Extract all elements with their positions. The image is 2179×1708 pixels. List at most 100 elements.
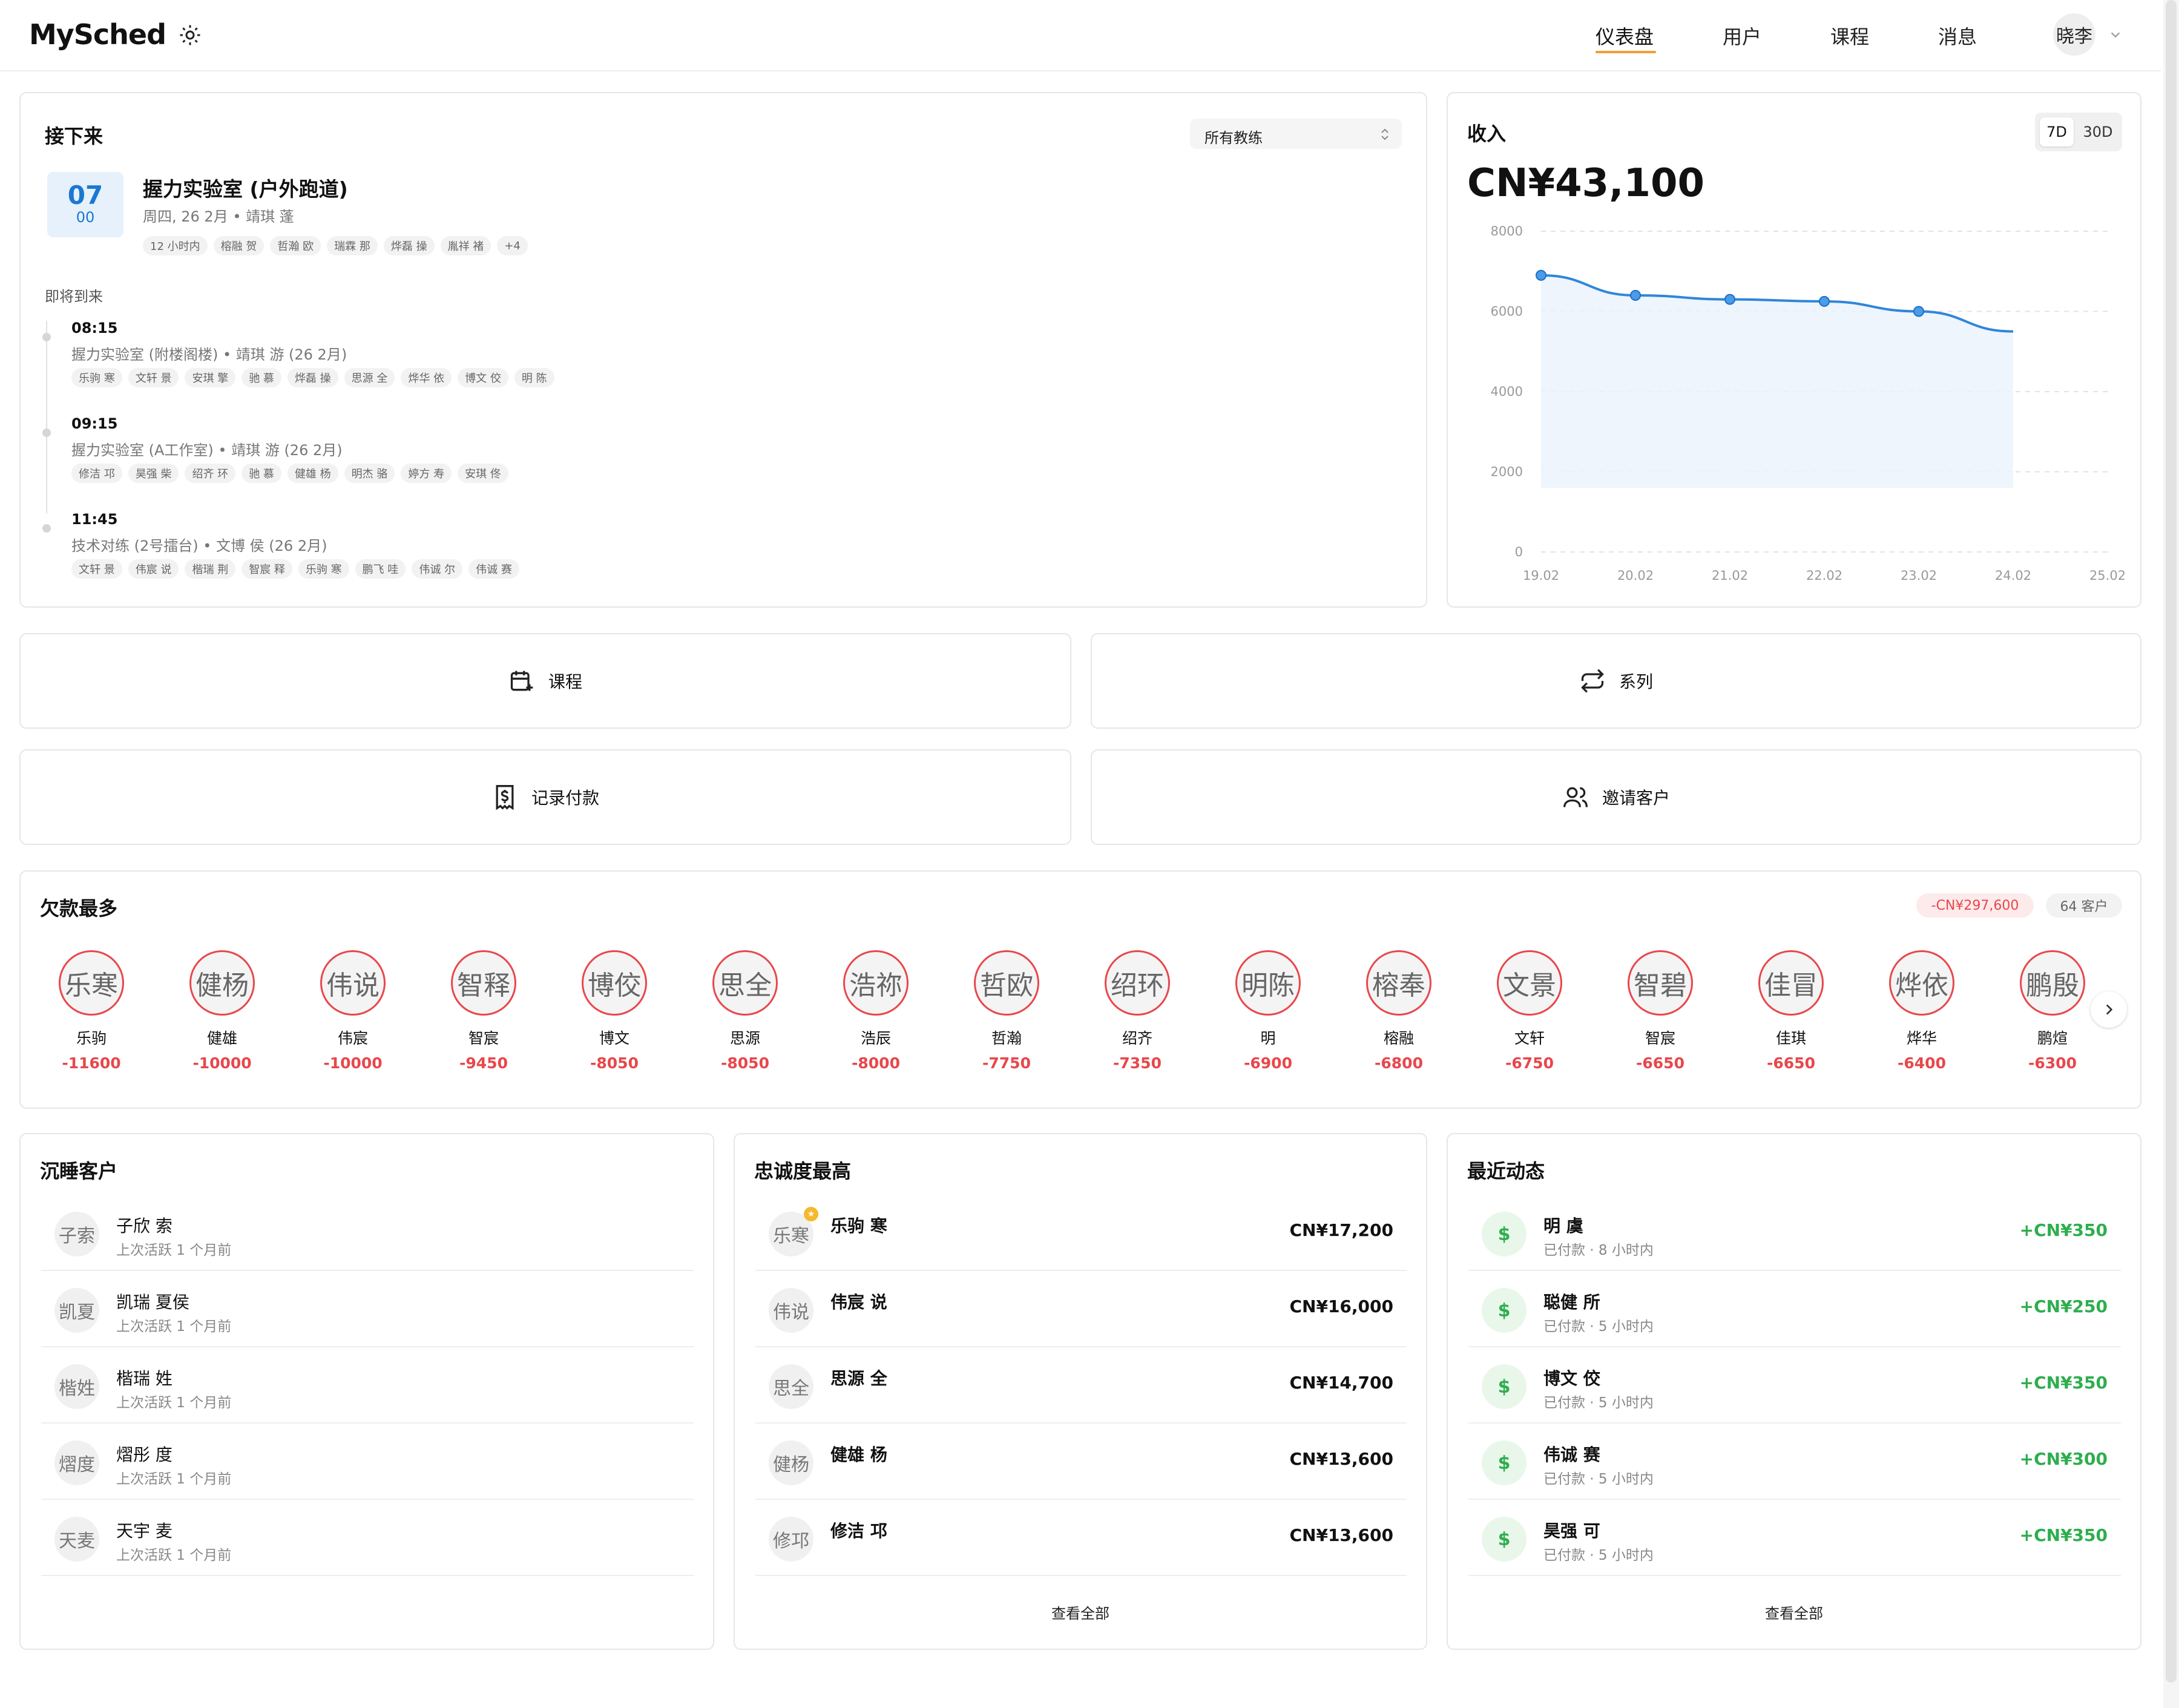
session-description[interactable]: 握力实验室 (附楼阁楼) • 靖琪 游 (26 2月) [71, 346, 347, 363]
record-payment-button[interactable]: 记录付款 [19, 749, 1071, 845]
debtor-item[interactable]: 思全 思源 -8050 [700, 950, 790, 1072]
chevron-down-icon[interactable] [2109, 28, 2122, 41]
client-avatar: 子索 [54, 1212, 99, 1256]
soon-label: 即将到来 [45, 288, 103, 305]
time-chip: 12 小时内 [143, 236, 208, 255]
activity-row[interactable]: $ 昊强 可已付款 · 5 小时内 +CN¥350 [1468, 1500, 2121, 1576]
debtor-item[interactable]: 明陈明 -6900 [1223, 950, 1313, 1072]
loyal-row[interactable]: 修邛 修洁 邛 CN¥13,600 [755, 1500, 1407, 1576]
timeline-line [46, 321, 47, 513]
activity-title: 最近动态 [1467, 1160, 1545, 1183]
dormant-title: 沉睡客户 [40, 1160, 118, 1183]
x-tick-label: 22.02 [1806, 568, 1842, 583]
debtor-item[interactable]: 健杨 健雄 -10000 [177, 950, 268, 1072]
range-7d-button[interactable]: 7D [2040, 117, 2074, 146]
debtor-name: 文轩 [1514, 1030, 1545, 1047]
invite-client-button[interactable]: 邀请客户 [1091, 749, 2141, 845]
client-avatar: 天麦 [54, 1517, 99, 1562]
session-description[interactable]: 握力实验室 (A工作室) • 靖琪 游 (26 2月) [71, 442, 343, 459]
debtor-name: 佳琪 [1775, 1030, 1806, 1047]
debtor-item[interactable]: 浩祢 浩辰 -8000 [830, 950, 921, 1072]
participant-chip: 乐驹 寒 [71, 368, 122, 387]
debtor-item[interactable]: 伟说 伟宸 -10000 [307, 950, 398, 1072]
activity-row[interactable]: $ 聪健 所已付款 · 5 小时内 +CN¥250 [1468, 1271, 2121, 1347]
client-name: 聪健 所 [1543, 1292, 1600, 1312]
debtor-item[interactable]: 佳冒 佳琪 -6650 [1746, 950, 1836, 1072]
user-avatar[interactable]: 晓李 [2053, 13, 2095, 56]
timeline-dot [42, 524, 51, 533]
activity-row[interactable]: $ 伟诚 赛已付款 · 5 小时内 +CN¥300 [1468, 1424, 2121, 1500]
debtor-avatar: 鹏殷 [2020, 950, 2085, 1016]
nav-users[interactable]: 用户 [1723, 25, 1762, 48]
more-participants-chip[interactable]: +4 [497, 236, 528, 255]
recent-activity-card [1447, 1133, 2141, 1650]
row-subtitle: 已付款 · 5 小时内 [1543, 1395, 1654, 1411]
debtor-amount: -6750 [1505, 1054, 1554, 1072]
nav-messages[interactable]: 消息 [1938, 25, 1977, 48]
debtor-item[interactable]: 博佼 博文 -8050 [569, 950, 660, 1072]
client-avatar: 楷姓 [54, 1364, 99, 1409]
debtor-item[interactable]: 乐寒 乐驹 -11600 [46, 950, 137, 1072]
debtor-item[interactable]: 绍环 绍齐 -7350 [1092, 950, 1183, 1072]
coach-filter-select[interactable]: 所有教练 [1190, 119, 1402, 149]
coach-filter-value: 所有教练 [1205, 130, 1263, 146]
participant-chip: 鹏飞 哇 [355, 559, 406, 579]
participant-chip: 健雄 杨 [287, 464, 338, 483]
debtor-item[interactable]: 榕奉 榕融 -6800 [1353, 950, 1444, 1072]
new-series-button[interactable]: 系列 [1091, 633, 2141, 729]
participant-chip: 烨华 依 [401, 368, 452, 387]
debtor-avatar: 浩祢 [843, 950, 909, 1016]
client-name: 凯瑞 夏侯 [116, 1292, 189, 1312]
loyal-row[interactable]: 健杨 健雄 杨 CN¥13,600 [755, 1424, 1407, 1500]
activity-row[interactable]: $ 博文 佼已付款 · 5 小时内 +CN¥350 [1468, 1347, 2121, 1424]
dormant-row[interactable]: 楷姓 楷瑞 姓上次活跃 1 个月前 [41, 1347, 694, 1424]
debtor-amount: -11600 [62, 1054, 121, 1072]
x-tick-label: 19.02 [1523, 568, 1559, 583]
nav-dashboard[interactable]: 仪表盘 [1596, 25, 1654, 48]
page-scrollbar-thumb[interactable] [2166, 0, 2177, 1683]
dormant-row[interactable]: 凯夏 凯瑞 夏侯 上次活跃 1 个月前 [41, 1271, 694, 1347]
debtor-name: 思源 [729, 1030, 760, 1047]
dormant-row[interactable]: 天麦 天宇 麦上次活跃 1 个月前 [41, 1500, 694, 1576]
client-name: 伟宸 说 [830, 1292, 887, 1312]
x-tick-label: 24.02 [1995, 568, 2031, 583]
loyal-row[interactable]: 伟说 伟宸 说 CN¥16,000 [755, 1271, 1407, 1347]
nav-active-indicator [1596, 51, 1656, 53]
new-course-button[interactable]: 课程 [19, 633, 1071, 729]
app-logo[interactable]: MySched [29, 18, 166, 51]
participant-chip: 安琪 擎 [185, 368, 236, 387]
activity-row[interactable]: $ 明 虞已付款 · 8 小时内 +CN¥350 [1468, 1195, 2121, 1271]
range-30d-button[interactable]: 30D [2083, 123, 2113, 140]
debtors-scroll-right-button[interactable] [2091, 991, 2127, 1028]
debtor-item[interactable]: 文景 文轩 -6750 [1484, 950, 1575, 1072]
debts-clients-badge: 64 客户 [2046, 893, 2122, 918]
theme-toggle-icon[interactable] [179, 24, 201, 46]
data-point [1913, 306, 1924, 317]
revenue-title: 收入 [1467, 122, 1507, 145]
record-payment-label: 记录付款 [531, 788, 599, 808]
debtor-item[interactable]: 智释 智宸 -9450 [438, 950, 529, 1072]
debtor-item[interactable]: 哲欧 哲瀚 -7750 [961, 950, 1052, 1072]
session-description[interactable]: 技术对练 (2号擂台) • 文博 侯 (26 2月) [71, 537, 327, 554]
upcoming-title: 接下来 [45, 125, 104, 148]
next-session-title[interactable]: 握力实验室 (户外跑道) [143, 177, 348, 201]
debtor-item[interactable]: 智碧 智宸 -6650 [1615, 950, 1706, 1072]
participant-chip: 驰 慕 [242, 368, 281, 387]
loyal-row[interactable]: 乐寒 ★ 乐驹 寒 CN¥17,200 [755, 1195, 1407, 1271]
nav-courses[interactable]: 课程 [1830, 25, 1870, 48]
dormant-row[interactable]: 子索 子欣 索上次活跃 1 个月前 [41, 1195, 694, 1271]
debtor-item[interactable]: 烨依 烨华 -6400 [1876, 950, 1967, 1072]
x-tick-label: 21.02 [1712, 568, 1748, 583]
loyal-row[interactable]: 思全 思源 全 CN¥14,700 [755, 1347, 1407, 1424]
users-icon [1563, 787, 1588, 807]
debtor-amount: -6800 [1375, 1054, 1423, 1072]
debtor-avatar: 明陈 [1235, 950, 1301, 1016]
session-time: 11:45 [71, 511, 118, 528]
loyal-view-all-link[interactable]: 查看全部 [1051, 1605, 1109, 1622]
activity-view-all-link[interactable]: 查看全部 [1765, 1605, 1823, 1622]
loyal-title: 忠诚度最高 [754, 1160, 852, 1183]
dormant-row[interactable]: 熠度 熠彤 度上次活跃 1 个月前 [41, 1424, 694, 1500]
participant-chip: 昊强 柴 [128, 464, 179, 483]
data-point [1724, 294, 1735, 305]
debtor-item[interactable]: 鹏殷 鹏煊 -6300 [2007, 950, 2098, 1072]
